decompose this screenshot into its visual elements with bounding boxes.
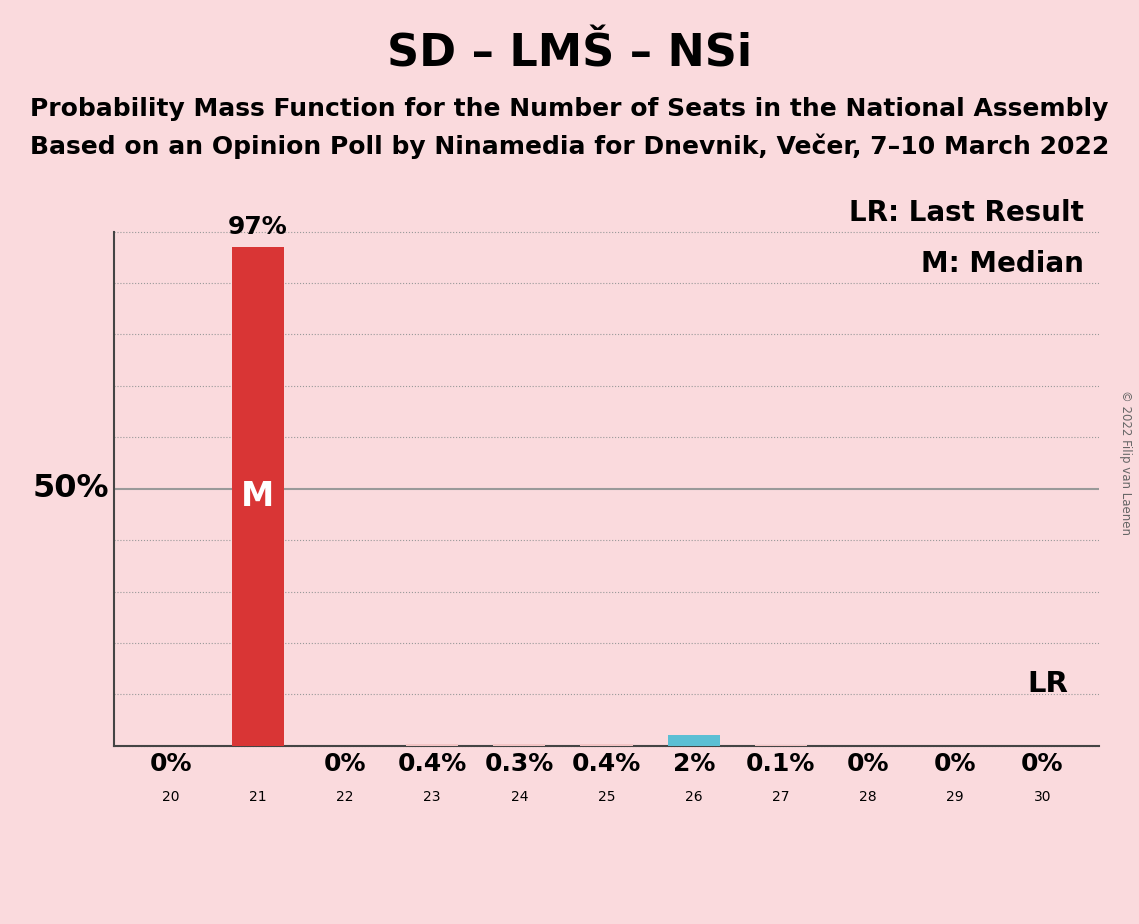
Bar (405, 744, 458, 746)
Bar (581, 744, 632, 746)
Bar (667, 736, 720, 746)
Bar (493, 744, 546, 746)
Text: 0%: 0% (846, 752, 890, 776)
Text: 2%: 2% (672, 752, 715, 776)
Text: Based on an Opinion Poll by Ninamedia for Dnevnik, Večer, 7–10 March 2022: Based on an Opinion Poll by Ninamedia fo… (30, 134, 1109, 160)
Text: M: Median: M: Median (921, 250, 1084, 278)
Text: SD – LMŠ – NSi: SD – LMŠ – NSi (387, 32, 752, 76)
Text: 0%: 0% (323, 752, 367, 776)
Text: 0%: 0% (149, 752, 191, 776)
Text: 97%: 97% (228, 215, 288, 239)
Text: © 2022 Filip van Laenen: © 2022 Filip van Laenen (1118, 390, 1132, 534)
Text: 50%: 50% (33, 473, 109, 505)
Text: M: M (241, 480, 274, 513)
Text: 0%: 0% (1022, 752, 1064, 776)
Text: 0.1%: 0.1% (746, 752, 816, 776)
Text: 0.4%: 0.4% (572, 752, 641, 776)
Text: 0%: 0% (934, 752, 976, 776)
Bar (231, 247, 284, 746)
Text: Probability Mass Function for the Number of Seats in the National Assembly: Probability Mass Function for the Number… (31, 97, 1108, 121)
Text: 0.4%: 0.4% (398, 752, 467, 776)
Text: 0.3%: 0.3% (485, 752, 554, 776)
Text: LR: Last Result: LR: Last Result (850, 200, 1084, 227)
Text: LR: LR (1027, 670, 1068, 698)
